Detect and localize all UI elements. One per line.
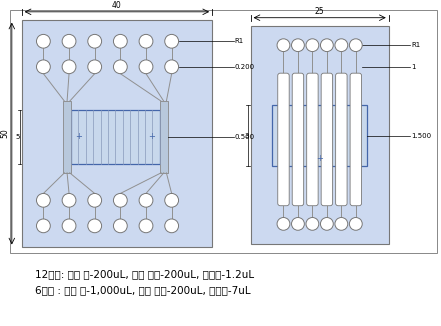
Text: +: + [75,132,82,141]
Circle shape [113,60,127,74]
Text: 40: 40 [112,1,122,10]
Circle shape [306,217,319,230]
Circle shape [139,219,153,233]
Bar [71,110,160,164]
Circle shape [349,39,362,52]
FancyBboxPatch shape [292,73,304,206]
Bar [22,20,212,247]
Circle shape [37,60,50,74]
FancyBboxPatch shape [278,73,289,206]
Circle shape [292,39,304,52]
Bar [250,25,389,244]
Circle shape [349,217,362,230]
FancyBboxPatch shape [306,73,318,206]
Text: 6채널 : 채널 폭-1,000uL, 채널 깊이-200uL, 시료량-7uL: 6채널 : 채널 폭-1,000uL, 채널 깊이-200uL, 시료량-7uL [35,285,251,295]
Text: 0.500: 0.500 [235,134,255,140]
Circle shape [321,217,333,230]
Text: 25: 25 [315,7,325,16]
Circle shape [165,219,179,233]
Text: 12채널: 채널 폭-200uL, 채널 깊이-200uL, 시료량-1.2uL: 12채널: 채널 폭-200uL, 채널 깊이-200uL, 시료량-1.2uL [35,269,254,279]
Circle shape [335,39,348,52]
Circle shape [113,193,127,207]
Circle shape [139,35,153,48]
Bar [160,101,168,173]
Circle shape [292,217,304,230]
Text: 0.200: 0.200 [235,64,255,70]
Circle shape [335,217,348,230]
Circle shape [113,35,127,48]
Text: R1: R1 [411,42,421,48]
Circle shape [165,193,179,207]
Text: R1: R1 [235,38,244,44]
Text: 3: 3 [244,133,249,139]
FancyBboxPatch shape [350,73,362,206]
Circle shape [88,219,101,233]
Text: +: + [316,154,323,163]
Circle shape [62,60,76,74]
Circle shape [88,60,101,74]
Bar [63,101,71,173]
Circle shape [113,219,127,233]
Circle shape [37,219,50,233]
Text: 1.500: 1.500 [411,133,432,139]
Circle shape [37,193,50,207]
Circle shape [139,193,153,207]
Circle shape [62,193,76,207]
FancyBboxPatch shape [336,73,347,206]
Circle shape [62,219,76,233]
Bar [272,105,367,166]
Text: 5: 5 [15,134,20,140]
Circle shape [88,193,101,207]
Circle shape [88,35,101,48]
Circle shape [165,60,179,74]
Circle shape [62,35,76,48]
Bar [10,10,437,253]
Circle shape [165,35,179,48]
Circle shape [321,39,333,52]
Circle shape [277,217,290,230]
Circle shape [37,35,50,48]
Circle shape [139,60,153,74]
FancyBboxPatch shape [321,73,333,206]
Circle shape [277,39,290,52]
Text: +: + [149,132,155,141]
Circle shape [306,39,319,52]
Text: 1: 1 [411,64,416,70]
Text: 50: 50 [1,129,10,139]
